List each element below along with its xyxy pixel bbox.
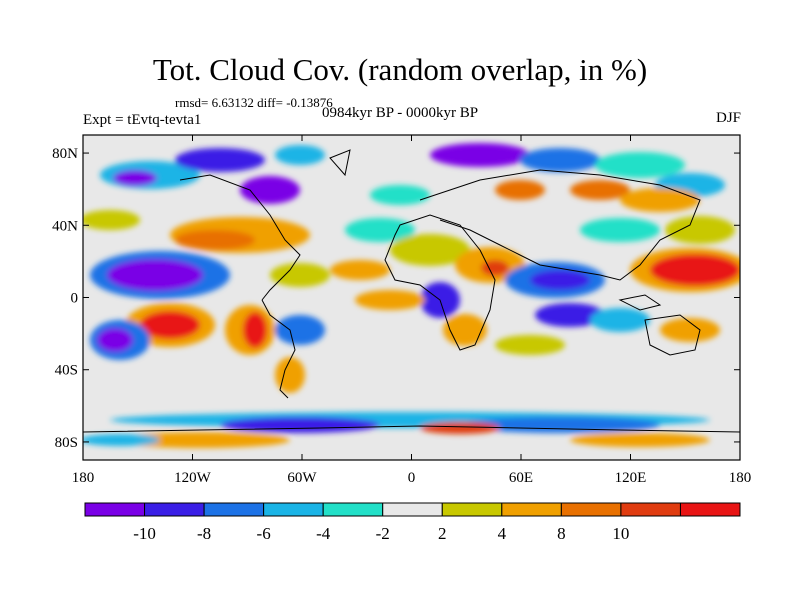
season-label: DJF: [715, 110, 741, 126]
experiment-label: Expt = tEvtq-tevta1: [83, 112, 202, 128]
stats-label: rmsd= 6.63132 diff= -0.13876: [175, 95, 333, 110]
colorbar-label: -6: [257, 524, 271, 543]
lon-tick-label: 0: [408, 470, 416, 486]
lat-tick-label: 0: [71, 291, 79, 307]
colorbar-swatch: [382, 502, 443, 517]
colorbar-swatch: [322, 502, 384, 517]
colorbar-label: 4: [498, 524, 507, 543]
colorbar-swatch: [441, 502, 503, 517]
lon-tick-label: 120W: [174, 470, 212, 486]
lat-tick-label: 80S: [55, 435, 78, 451]
chart-title: Tot. Cloud Cov. (random overlap, in %): [152, 52, 648, 87]
colorbar-swatch: [84, 502, 146, 517]
lat-tick-label: 40N: [52, 218, 78, 234]
colorbar-label: -10: [133, 524, 156, 543]
lat-tick-label: 40S: [55, 363, 78, 379]
colorbar-swatch: [679, 502, 741, 517]
longitude-labels: 180 120W 60W 0 60E 120E 180: [72, 470, 752, 486]
colorbar-swatch: [620, 502, 681, 517]
coastlines: [83, 149, 740, 433]
tick-marks: [82, 135, 741, 460]
lon-tick-label: 60E: [509, 470, 533, 486]
colorbar-label: 10: [612, 524, 629, 543]
colorbar-label: -8: [197, 524, 211, 543]
lon-tick-label: 180: [72, 470, 95, 486]
colorbar-label: -2: [376, 524, 390, 543]
colorbar-label: 2: [438, 524, 447, 543]
lat-tick-label: 80N: [52, 146, 78, 162]
colorbar-swatch: [560, 502, 622, 517]
colorbar-swatch: [501, 502, 562, 517]
lon-tick-label: 120E: [615, 470, 647, 486]
colorbar-swatch: [144, 502, 205, 517]
lon-tick-label: 180: [729, 470, 752, 486]
lon-tick-label: 60W: [287, 470, 317, 486]
period-label: 0984kyr BP - 0000kyr BP: [322, 105, 479, 121]
colorbar-swatch: [203, 502, 265, 517]
colorbar-swatch: [263, 502, 324, 517]
colorbar-label: 8: [557, 524, 566, 543]
anomaly-field: [83, 143, 740, 448]
latitude-labels: 80N 40N 0 40S 80S: [52, 146, 78, 451]
colorbar-label: -4: [316, 524, 331, 543]
